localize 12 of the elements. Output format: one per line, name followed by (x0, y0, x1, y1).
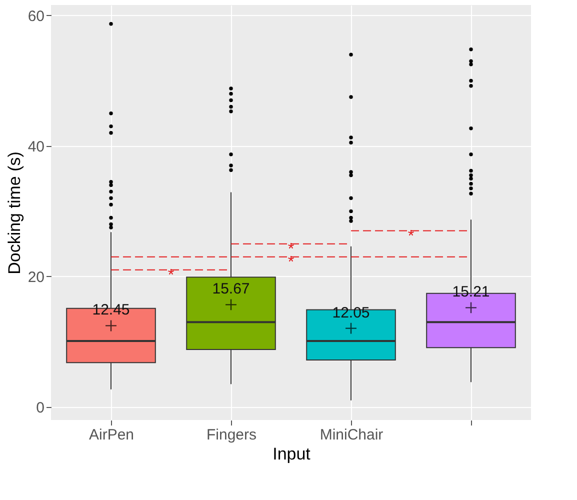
y-tick-label: 40 (28, 138, 44, 156)
y-axis-title: Docking time (s) (4, 152, 24, 274)
x-tick-label: MiniChair (320, 426, 384, 444)
x-tick-label: Fingers (206, 426, 257, 444)
x-tick-label: AirPen (88, 426, 134, 444)
annotation: * (168, 266, 174, 284)
x-axis-title: Input (272, 444, 311, 464)
y-tick-label: 60 (28, 8, 44, 25)
annotation: * (408, 228, 414, 245)
y-tick-label: 0 (36, 399, 44, 416)
text: 15.67 (212, 280, 250, 298)
y-tick-label: 20 (28, 268, 44, 286)
